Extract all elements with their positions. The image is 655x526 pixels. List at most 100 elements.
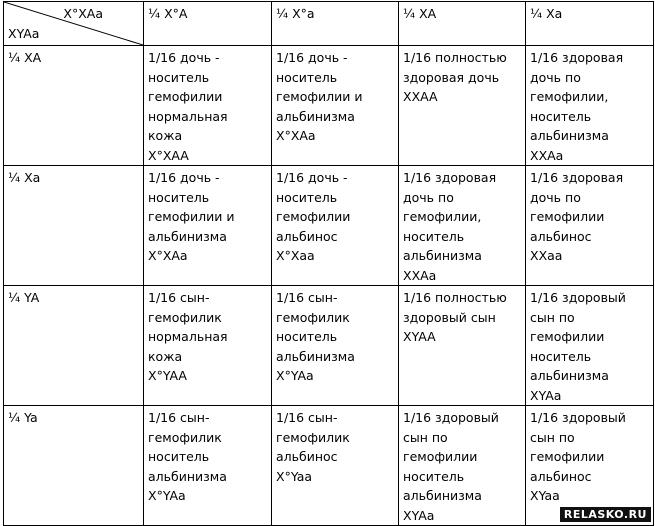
cell-text-line: кожа <box>148 128 183 143</box>
cell-text-line: гемофилии <box>530 449 605 464</box>
cell-text-line: носитель <box>276 329 338 344</box>
cell-text-line: альбинизма <box>148 468 227 484</box>
cell-text-line: X°XAa <box>276 128 316 143</box>
cell-text-line: XYAA <box>403 329 436 344</box>
offspring-cell: 1/16 дочь - носитель гемофилии нормальная ко… <box>143 45 272 166</box>
cell-text-line: 1/16 дочь - <box>148 50 220 65</box>
column-header: ¼ XA <box>398 1 526 46</box>
mother-genotype: X°XAa <box>63 6 103 21</box>
cell-text-line: альбинос <box>530 228 592 244</box>
cell-text-line: носитель <box>403 228 465 244</box>
cell-text-line: носитель <box>148 189 210 205</box>
cell-text-line: X°YAa <box>148 488 186 503</box>
offspring-cell: 1/16 полностью здоровая дочь XXAA <box>398 45 526 166</box>
cell-text-line: сын по <box>530 309 575 325</box>
cell-text-line: гемофилик <box>276 309 350 325</box>
cell-text-line: альбинизма <box>403 248 482 263</box>
cell-text-line: X°Yaa <box>276 468 313 484</box>
cell-text-line: 1/16 здоровая <box>530 50 624 65</box>
cell-text-line: 1/16 сын- <box>276 410 338 425</box>
table-row: ¼ XA 1/16 дочь - носитель гемофилии нормаль… <box>3 45 654 166</box>
cell-text-line: альбинизма <box>148 228 227 244</box>
punnett-table: X°XAa XYAa ¼ X°A ¼ X°a ¼ XA ¼ Xa ¼ XA 1/… <box>3 1 654 526</box>
cell-text-line: 1/16 сын- <box>148 290 210 305</box>
cell-text-line: 1/16 здоровый <box>530 290 626 305</box>
offspring-cell: 1/16 здоровый сын по гемофилии носитель альб… <box>525 285 654 406</box>
table-row: ¼ Ya 1/16 сын-гемофилик носитель альбинизм… <box>3 405 654 526</box>
offspring-cell: 1/16 сын-гемофилик альбинос X°Yaa <box>271 405 399 526</box>
cell-text-line: носитель <box>148 69 210 85</box>
cell-text-line: XYAa <box>403 507 435 523</box>
cell-text-line: здоровая дочь <box>403 69 500 85</box>
cell-text-line: XYaa <box>530 488 560 503</box>
cell-text-line: альбинизма <box>530 368 609 383</box>
corner-cell: X°XAa XYAa <box>3 1 144 46</box>
offspring-cell: 1/16 здоровый сын по гемофилии альбинос XYaa <box>525 405 654 526</box>
cell-text-line: XXAa <box>403 267 437 283</box>
cell-text-line: альбинос <box>276 228 338 244</box>
table-row: ¼ YA 1/16 сын-гемофилик нормальная кожа X°Y… <box>3 285 654 406</box>
cell-text-line: XXAA <box>403 89 438 104</box>
row-header: ¼ YA <box>3 285 144 406</box>
column-header: ¼ Xa <box>525 1 654 46</box>
offspring-cell: 1/16 дочь - носитель гемофилии альбинос X°Xa… <box>271 165 399 286</box>
cell-text-line: альбинос <box>276 449 338 464</box>
cell-text-line: 1/16 дочь - <box>276 170 348 185</box>
cell-text-line: дочь по <box>530 189 581 205</box>
cell-text-line: гемофилии <box>530 329 605 344</box>
row-header: ¼ XA <box>3 45 144 166</box>
cell-text-line: сын по <box>403 429 448 445</box>
cell-text-line: кожа <box>148 348 183 364</box>
cell-text-line: носитель <box>276 69 338 85</box>
cell-text-line: носитель <box>276 189 338 205</box>
offspring-cell: 1/16 сын-гемофилик носитель альбинизма X°YA… <box>143 405 272 526</box>
cell-text-line: носитель <box>148 449 210 464</box>
cell-text-line: 1/16 здоровая <box>403 170 497 185</box>
cell-text-line: гемофилии <box>148 89 223 104</box>
cell-text-line: гемофилии <box>530 209 605 224</box>
cell-text-line: нормальная <box>148 329 228 344</box>
cell-text-line: здоровый сын <box>403 309 496 325</box>
cell-text-line: XXAa <box>530 147 564 163</box>
cell-text-line: дочь по <box>403 189 454 205</box>
table-row: ¼ Xa 1/16 дочь - носитель гемофилии и альби… <box>3 165 654 286</box>
cell-text-line: 1/16 сын- <box>276 290 338 305</box>
offspring-cell: 1/16 сын-гемофилик носитель альбинизма X°YA… <box>271 285 399 406</box>
cell-text-line: гемофилии, <box>530 89 609 104</box>
cell-text-line: альбинизма <box>530 128 609 143</box>
row-header: ¼ Ya <box>3 405 144 526</box>
row-header: ¼ Xa <box>3 165 144 286</box>
column-header: ¼ X°a <box>271 1 399 46</box>
cell-text-line: альбинос <box>530 468 592 484</box>
cell-text-line: носитель <box>530 108 592 124</box>
cell-text-line: дочь по <box>530 69 581 85</box>
cell-text-line: сын по <box>530 429 575 445</box>
header-row: X°XAa XYAa ¼ X°A ¼ X°a ¼ XA ¼ Xa <box>3 1 654 46</box>
offspring-cell: 1/16 здоровая дочь по гемофилии, носитель ал… <box>525 45 654 166</box>
cell-text-line: 1/16 дочь - <box>148 170 220 185</box>
offspring-cell: 1/16 здоровая дочь по гемофилии альбинос XXa… <box>525 165 654 286</box>
offspring-cell: 1/16 здоровая дочь по гемофилии, носитель ал… <box>398 165 526 286</box>
cell-text-line: альбинизма <box>276 348 355 364</box>
father-genotype: XYAa <box>8 25 40 41</box>
offspring-cell: 1/16 здоровый сын по гемофилии носитель альб… <box>398 405 526 526</box>
cell-text-line: X°YAa <box>276 368 314 383</box>
cell-text-line: гемофилии и <box>148 209 235 224</box>
offspring-cell: 1/16 сын-гемофилик нормальная кожа X°YAA <box>143 285 272 406</box>
cell-text-line: 1/16 здоровый <box>403 410 499 425</box>
cell-text-line: альбинизма <box>403 488 482 503</box>
cell-text-line: носитель <box>403 468 465 484</box>
cell-text-line: X°Xaa <box>276 248 315 263</box>
cell-text-line: гемофилик <box>148 309 222 325</box>
cell-text-line: альбинизма <box>276 108 355 124</box>
site-watermark: RELASKO.RU <box>559 507 651 522</box>
cell-text-line: 1/16 полностью <box>403 290 507 305</box>
cell-text-line: 1/16 дочь - <box>276 50 348 65</box>
cell-text-line: X°XAA <box>148 147 189 163</box>
offspring-cell: 1/16 дочь - носитель гемофилии и альбинизма… <box>271 45 399 166</box>
offspring-cell: 1/16 полностью здоровый сын XYAA <box>398 285 526 406</box>
cell-text-line: X°XAa <box>148 248 188 263</box>
cell-text-line: XYAa <box>530 387 562 403</box>
cell-text-line: гемофилик <box>276 429 350 445</box>
cell-text-line: 1/16 здоровая <box>530 170 624 185</box>
